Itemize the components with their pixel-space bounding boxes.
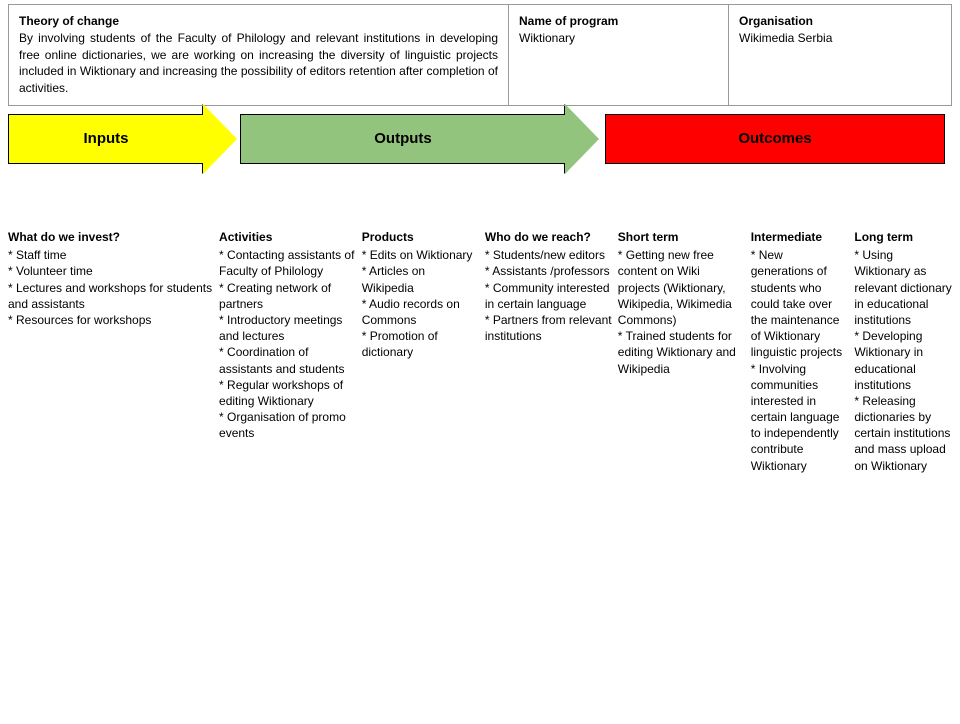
program-cell: Name of program Wiktionary [509, 5, 729, 105]
list-item: * Developing Wiktionary in educational i… [854, 328, 952, 393]
col-reach-title: Who do we reach? [485, 229, 612, 245]
list-item: * Regular workshops of editing Wiktionar… [219, 377, 356, 409]
list-item: * Using Wiktionary as relevant dictionar… [854, 247, 952, 328]
list-item: * Coordination of assistants and student… [219, 344, 356, 376]
list-item: * Staff time [8, 247, 213, 263]
col-long-items: * Using Wiktionary as relevant dictionar… [854, 247, 952, 474]
inputs-arrow-label: Inputs [8, 114, 203, 164]
list-item: * Introductory meetings and lectures [219, 312, 356, 344]
arrow-head-icon [203, 104, 237, 174]
list-item: * Resources for workshops [8, 312, 213, 328]
col-invest: What do we invest? * Staff time* Volunte… [8, 229, 213, 474]
list-item: * Partners from relevant institutions [485, 312, 612, 344]
arrows-row: Inputs Outputs Outcomes [0, 114, 960, 184]
org-label: Organisation [739, 14, 813, 28]
list-item: * Getting new free content on Wiki proje… [618, 247, 745, 328]
list-item: * Contacting assistants of Faculty of Ph… [219, 247, 356, 279]
program-value: Wiktionary [519, 31, 575, 45]
col-activities: Activities * Contacting assistants of Fa… [219, 229, 356, 474]
columns: What do we invest? * Staff time* Volunte… [8, 229, 952, 474]
outcomes-arrow: Outcomes [605, 114, 945, 164]
program-label: Name of program [519, 14, 618, 28]
col-long-title: Long term [854, 229, 952, 245]
org-cell: Organisation Wikimedia Serbia [729, 5, 951, 105]
list-item: * Organisation of promo events [219, 409, 356, 441]
list-item: * Promotion of dictionary [362, 328, 479, 360]
col-reach-items: * Students/new editors* Assistants /prof… [485, 247, 612, 344]
inputs-arrow: Inputs [8, 114, 203, 164]
list-item: * Volunteer time [8, 263, 213, 279]
list-item: * Lectures and workshops for students an… [8, 280, 213, 312]
col-products-title: Products [362, 229, 479, 245]
outputs-arrow-label: Outputs [240, 114, 565, 164]
list-item: * Releasing dictionaries by certain inst… [854, 393, 952, 474]
header-table: Theory of change By involving students o… [8, 4, 952, 106]
list-item: * Trained students for editing Wiktionar… [618, 328, 745, 377]
list-item: * Community interested in certain langua… [485, 280, 612, 312]
theory-label: Theory of change [19, 14, 119, 28]
outputs-arrow: Outputs [240, 114, 565, 164]
col-activities-title: Activities [219, 229, 356, 245]
list-item: * Creating network of partners [219, 280, 356, 312]
outcomes-arrow-label: Outcomes [605, 114, 945, 164]
col-products-items: * Edits on Wiktionary* Articles on Wikip… [362, 247, 479, 360]
col-intermediate-title: Intermediate [751, 229, 849, 245]
col-intermediate-items: * New generations of students who could … [751, 247, 849, 474]
col-short-items: * Getting new free content on Wiki proje… [618, 247, 745, 377]
theory-cell: Theory of change By involving students o… [9, 5, 509, 105]
list-item: * Articles on Wikipedia [362, 263, 479, 295]
arrow-head-icon [565, 104, 599, 174]
list-item: * Involving communities interested in ce… [751, 361, 849, 474]
col-products: Products * Edits on Wiktionary* Articles… [362, 229, 479, 474]
col-short-title: Short term [618, 229, 745, 245]
list-item: * Audio records on Commons [362, 296, 479, 328]
list-item: * Assistants /professors [485, 263, 612, 279]
col-long: Long term * Using Wiktionary as relevant… [854, 229, 952, 474]
list-item: * Students/new editors [485, 247, 612, 263]
col-invest-items: * Staff time* Volunteer time* Lectures a… [8, 247, 213, 328]
col-intermediate: Intermediate * New generations of studen… [751, 229, 849, 474]
list-item: * Edits on Wiktionary [362, 247, 479, 263]
col-short: Short term * Getting new free content on… [618, 229, 745, 474]
col-reach: Who do we reach? * Students/new editors*… [485, 229, 612, 474]
col-invest-title: What do we invest? [8, 229, 213, 245]
list-item: * New generations of students who could … [751, 247, 849, 360]
org-value: Wikimedia Serbia [739, 31, 832, 45]
theory-text: By involving students of the Faculty of … [19, 31, 498, 95]
col-activities-items: * Contacting assistants of Faculty of Ph… [219, 247, 356, 441]
